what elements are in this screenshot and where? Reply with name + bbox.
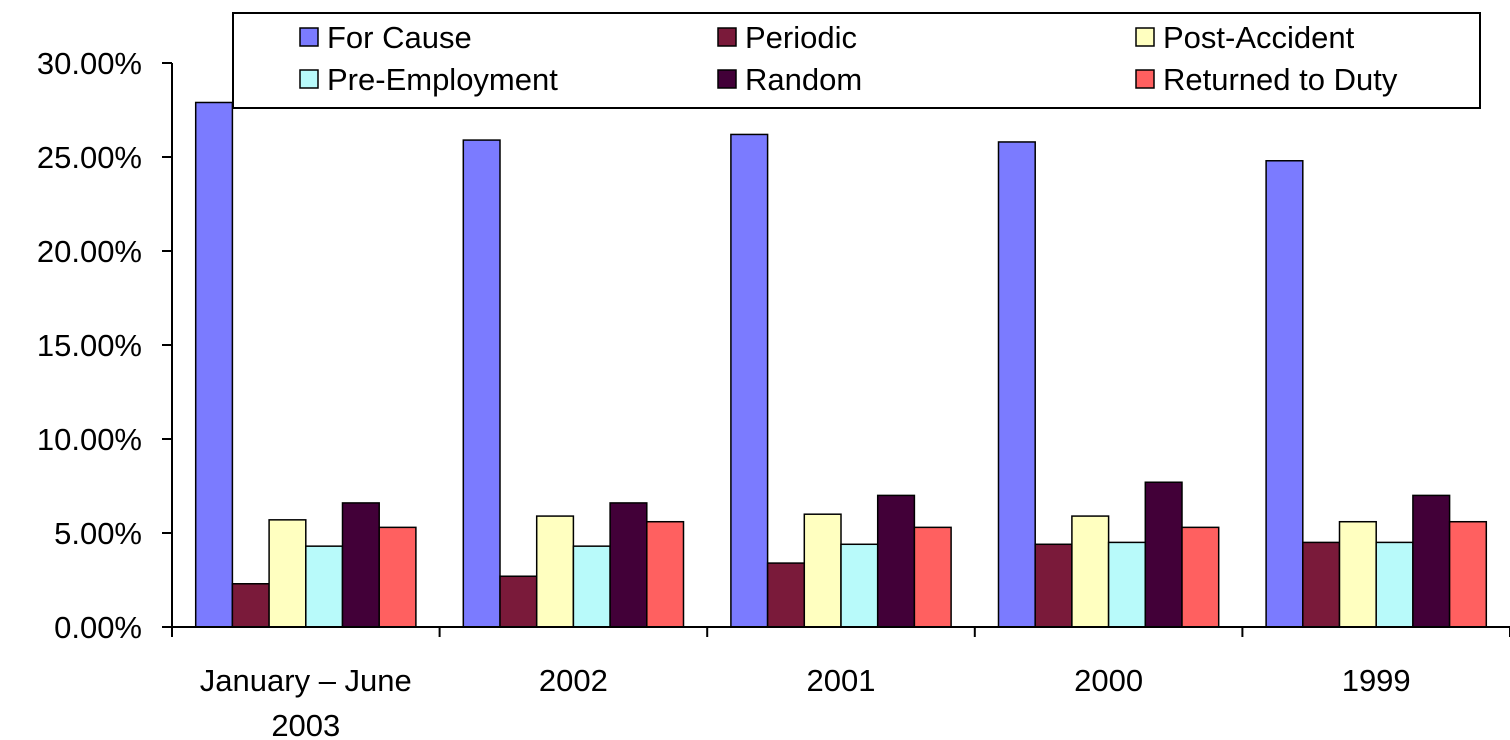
bar-periodic	[766, 562, 806, 628]
bar-post-accident	[268, 519, 307, 628]
x-category-label: 2003	[271, 708, 340, 740]
bar-pre-employment	[840, 543, 879, 628]
legend-box	[232, 12, 1481, 109]
legend-label-random: Random	[745, 62, 862, 97]
bar-group	[194, 101, 1488, 628]
bar-returned-to-duty	[378, 526, 417, 628]
legend-swatch-for-cause	[299, 27, 319, 47]
y-tick-label: 15.00%	[37, 328, 142, 363]
bar-periodic	[231, 583, 270, 628]
x-category-label: 2000	[1074, 663, 1143, 698]
legend-label-post-accident: Post-Accident	[1163, 20, 1355, 55]
bar-returned-to-duty	[646, 520, 685, 628]
legend-swatch-random	[717, 69, 737, 89]
bar-random	[876, 494, 916, 628]
bar-for-cause	[194, 101, 234, 628]
bar-for-cause	[462, 139, 501, 628]
legend: For Cause Periodic Post-Accident Pre-Employ…	[232, 12, 1481, 109]
legend-swatch-periodic	[717, 27, 737, 47]
bar-random	[1412, 494, 1451, 628]
legend-label-periodic: Periodic	[745, 20, 857, 55]
bar-random	[609, 502, 648, 628]
legend-label-pre-employment: Pre-Employment	[327, 62, 558, 97]
y-tick-label: 20.00%	[37, 234, 142, 269]
y-tick-label: 30.00%	[37, 46, 142, 81]
legend-swatch-returned-to-duty	[1135, 69, 1155, 89]
x-category-label: 2001	[807, 663, 876, 698]
bar-periodic	[1034, 543, 1073, 628]
y-tick-label: 5.00%	[54, 516, 142, 551]
legend-swatch-post-accident	[1135, 27, 1155, 47]
bar-for-cause	[1265, 160, 1304, 628]
x-category-label: 1999	[1342, 663, 1411, 698]
x-category-label: January – June	[200, 663, 412, 698]
y-tick-label: 0.00%	[54, 610, 142, 645]
bar-post-accident	[1071, 515, 1110, 628]
bar-for-cause	[730, 133, 769, 628]
bar-periodic	[499, 575, 538, 628]
y-tick-label: 25.00%	[37, 140, 142, 175]
bar-pre-employment	[1375, 541, 1414, 628]
x-axis-ticks: January – June 2003 2002 2001 2000 1999	[171, 627, 1510, 740]
bar-pre-employment	[305, 545, 344, 628]
legend-swatch-pre-employment	[299, 69, 319, 89]
bar-for-cause	[997, 141, 1036, 628]
bar-random	[1144, 481, 1183, 628]
bar-post-accident	[803, 513, 842, 628]
y-tick-label: 10.00%	[37, 422, 142, 457]
bar-pre-employment	[572, 545, 611, 628]
bar-random	[341, 502, 380, 628]
bar-returned-to-duty	[913, 526, 952, 628]
bar-periodic	[1302, 541, 1341, 628]
legend-label-for-cause: For Cause	[327, 20, 472, 55]
bar-returned-to-duty	[1181, 526, 1220, 628]
bar-post-accident	[535, 515, 575, 628]
bar-post-accident	[1338, 520, 1377, 628]
legend-label-returned-to-duty: Returned to Duty	[1163, 62, 1398, 97]
bar-returned-to-duty	[1448, 520, 1488, 628]
y-axis-ticks: 0.00% 5.00% 10.00% 15.00% 20.00% 25.00% 30.00%	[37, 46, 172, 645]
x-category-label: 2002	[539, 663, 608, 698]
bar-pre-employment	[1107, 541, 1147, 628]
